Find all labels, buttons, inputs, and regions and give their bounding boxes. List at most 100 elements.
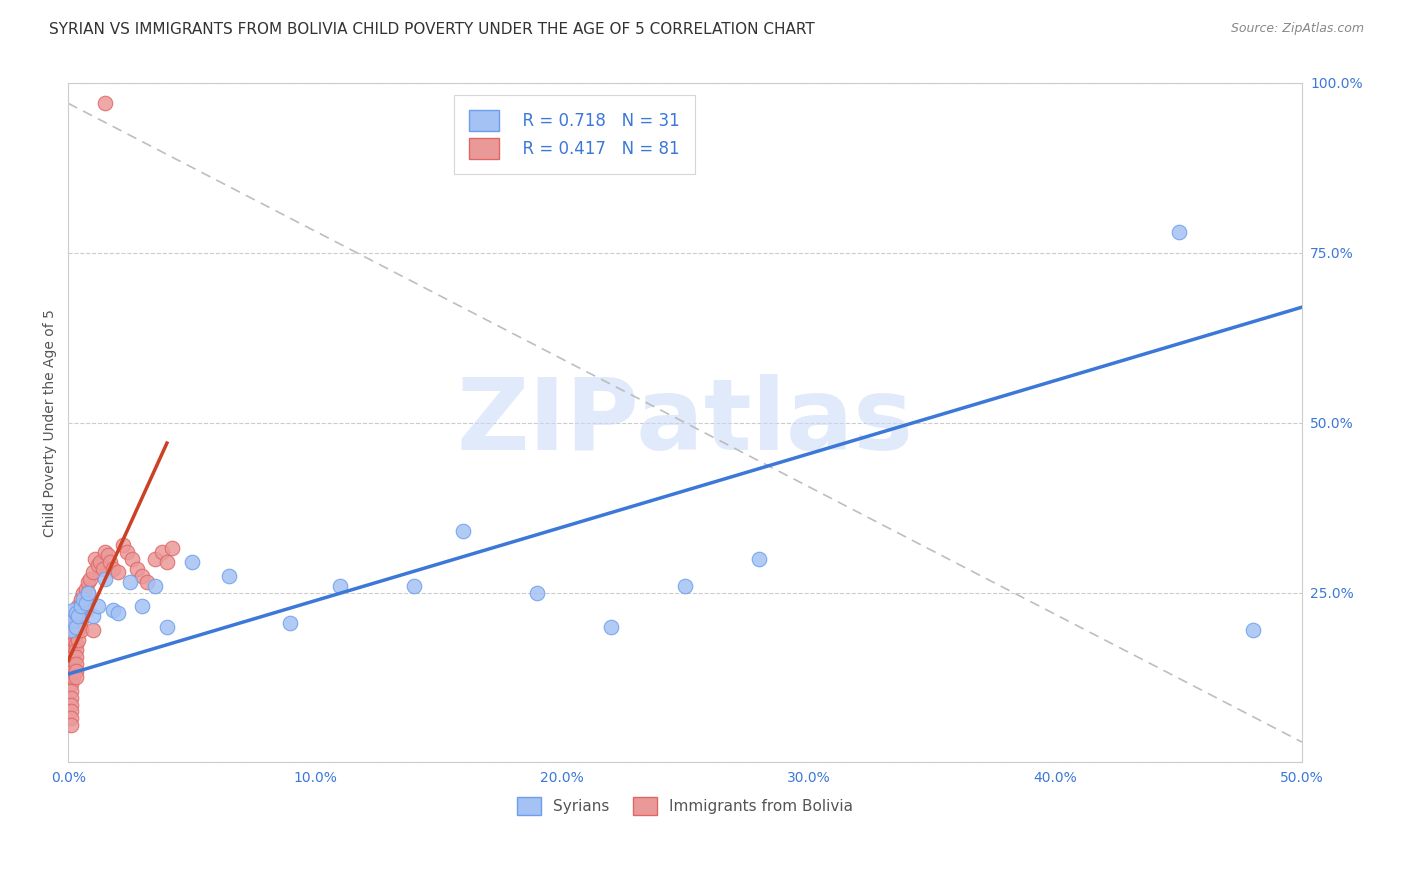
Point <box>77 585 100 599</box>
Point <box>62 613 84 627</box>
Point <box>65 664 87 678</box>
Point <box>67 633 90 648</box>
Point <box>65 619 87 633</box>
Point <box>329 579 352 593</box>
Point <box>59 705 82 719</box>
Legend: Syrians, Immigrants from Bolivia: Syrians, Immigrants from Bolivia <box>509 789 860 822</box>
Point <box>65 643 87 657</box>
Point <box>84 551 107 566</box>
Point <box>94 96 117 111</box>
Point <box>82 609 104 624</box>
Point <box>94 545 117 559</box>
Point <box>278 616 301 631</box>
Point <box>82 565 104 579</box>
Point <box>111 538 134 552</box>
Point <box>62 619 84 633</box>
Point <box>59 636 82 650</box>
Point <box>65 606 87 620</box>
Point <box>94 572 117 586</box>
Point <box>59 677 82 691</box>
Point <box>62 671 84 685</box>
Point <box>67 623 90 637</box>
Point <box>77 575 100 590</box>
Point <box>62 664 84 678</box>
Point <box>59 643 82 657</box>
Point <box>75 602 97 616</box>
Point <box>67 606 90 620</box>
Point <box>72 592 94 607</box>
Point <box>156 619 179 633</box>
Point <box>59 613 82 627</box>
Point <box>59 640 82 654</box>
Point <box>117 545 139 559</box>
Point <box>180 555 202 569</box>
Point <box>150 545 173 559</box>
Point <box>59 650 82 665</box>
Point <box>59 623 82 637</box>
Point <box>131 568 153 582</box>
Point <box>101 602 124 616</box>
Point <box>160 541 183 556</box>
Point <box>65 626 87 640</box>
Point <box>65 606 87 620</box>
Point <box>82 623 104 637</box>
Point <box>75 592 97 607</box>
Point <box>451 524 474 539</box>
Point <box>59 690 82 705</box>
Point <box>65 619 87 633</box>
Point <box>69 599 91 614</box>
Point <box>59 711 82 725</box>
Point <box>89 555 111 569</box>
Point <box>59 684 82 698</box>
Point <box>65 650 87 665</box>
Point <box>67 609 90 624</box>
Point <box>121 551 143 566</box>
Point <box>59 619 82 633</box>
Point <box>131 599 153 614</box>
Point <box>127 562 149 576</box>
Point <box>59 630 82 644</box>
Point <box>62 609 84 624</box>
Point <box>59 664 82 678</box>
Point <box>143 579 166 593</box>
Point <box>69 599 91 614</box>
Point <box>526 585 548 599</box>
Y-axis label: Child Poverty Under the Age of 5: Child Poverty Under the Age of 5 <box>44 309 58 537</box>
Point <box>402 579 425 593</box>
Point <box>62 623 84 637</box>
Point <box>59 657 82 671</box>
Point <box>69 592 91 607</box>
Text: ZIPatlas: ZIPatlas <box>457 374 914 471</box>
Point <box>69 606 91 620</box>
Point <box>136 575 159 590</box>
Point <box>79 572 101 586</box>
Point <box>62 643 84 657</box>
Point <box>673 579 696 593</box>
Point <box>62 657 84 671</box>
Point <box>59 623 82 637</box>
Point <box>72 606 94 620</box>
Point <box>62 630 84 644</box>
Point <box>59 633 82 648</box>
Point <box>748 551 770 566</box>
Point <box>59 671 82 685</box>
Point <box>107 606 129 620</box>
Point <box>75 596 97 610</box>
Point <box>118 575 141 590</box>
Point <box>107 565 129 579</box>
Point <box>98 555 121 569</box>
Point <box>75 582 97 596</box>
Point <box>58 626 80 640</box>
Point <box>97 548 120 562</box>
Point <box>72 596 94 610</box>
Point <box>91 562 114 576</box>
Point <box>87 558 110 573</box>
Point <box>62 602 84 616</box>
Point <box>65 613 87 627</box>
Point <box>67 613 90 627</box>
Point <box>65 671 87 685</box>
Point <box>67 599 90 614</box>
Point <box>65 636 87 650</box>
Point <box>101 562 124 576</box>
Point <box>69 613 91 627</box>
